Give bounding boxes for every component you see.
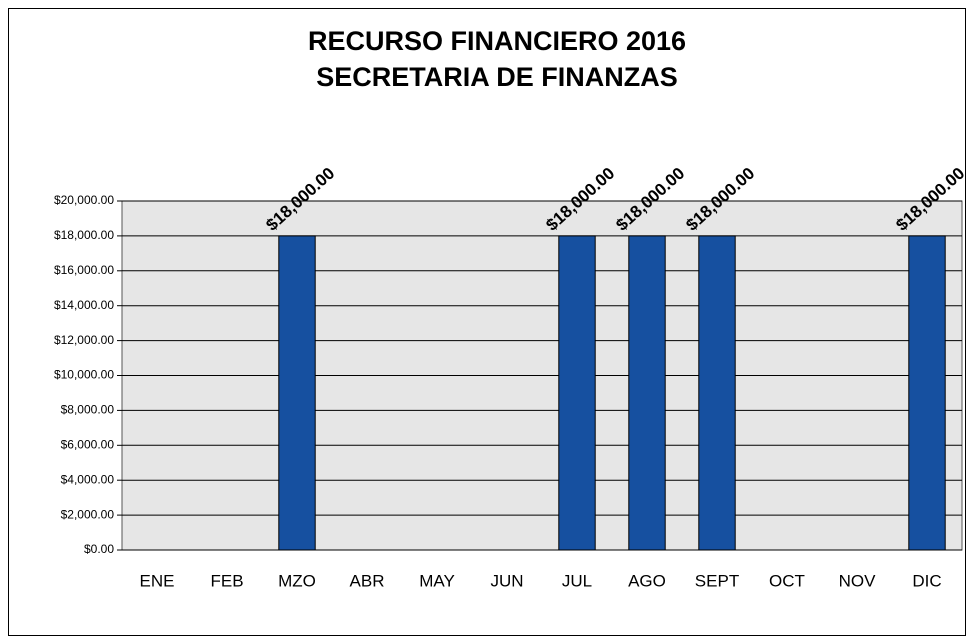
y-tick-label: $2,000.00 <box>61 507 115 521</box>
x-tick-label: OCT <box>769 571 805 590</box>
x-tick-label: MZO <box>278 571 316 590</box>
y-tick-label: $10,000.00 <box>54 368 114 382</box>
y-tick-label: $0.00 <box>84 542 114 556</box>
bar <box>628 235 666 551</box>
y-tick-label: $8,000.00 <box>61 403 115 417</box>
y-tick-label: $20,000.00 <box>54 193 114 207</box>
y-tick-label: $14,000.00 <box>54 298 114 312</box>
bar <box>908 235 946 551</box>
y-tick-label: $12,000.00 <box>54 333 114 347</box>
y-tick-label: $16,000.00 <box>54 263 114 277</box>
x-tick-label: ENE <box>140 571 175 590</box>
y-tick-label: $18,000.00 <box>54 228 114 242</box>
x-tick-label: ABR <box>350 571 385 590</box>
x-tick-label: DIC <box>912 571 941 590</box>
x-tick-label: JUL <box>562 571 592 590</box>
bar <box>278 235 316 551</box>
y-tick-label: $4,000.00 <box>61 472 115 486</box>
x-tick-label: AGO <box>628 571 666 590</box>
bar <box>698 235 736 551</box>
bar <box>558 235 596 551</box>
chart-title: RECURSO FINANCIERO 2016 <box>308 26 686 56</box>
x-tick-label: FEB <box>210 571 243 590</box>
y-tick-label: $6,000.00 <box>61 437 115 451</box>
chart-subtitle: SECRETARIA DE FINANZAS <box>316 62 678 92</box>
x-tick-label: SEPT <box>695 571 739 590</box>
x-tick-label: NOV <box>839 571 877 590</box>
x-tick-label: JUN <box>490 571 523 590</box>
x-tick-label: MAY <box>419 571 455 590</box>
